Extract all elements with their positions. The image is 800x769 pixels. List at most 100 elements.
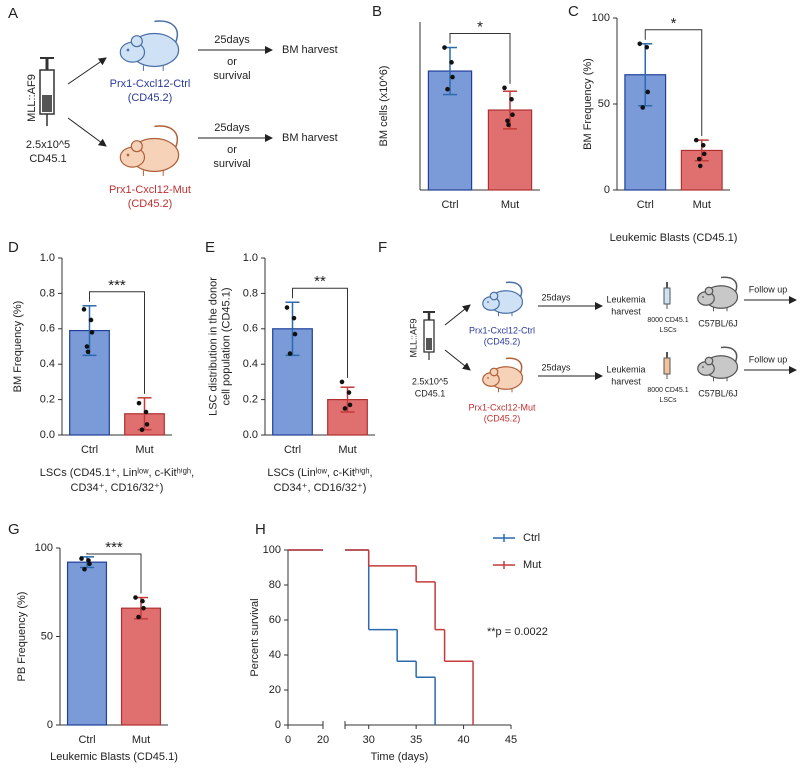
y-tick-label: 50 xyxy=(41,630,53,642)
panel-label: D xyxy=(8,239,19,256)
data-point xyxy=(140,598,145,604)
donor-label: CD45.1 xyxy=(415,388,446,398)
data-point xyxy=(81,307,87,312)
x-tick-label: Mut xyxy=(501,199,519,211)
x-tick-label: 45 xyxy=(505,734,517,746)
or-label: or xyxy=(227,144,237,156)
syringe-icon xyxy=(663,282,671,379)
y-axis-title: BM Frequency (%) xyxy=(12,301,24,393)
mouse-ear xyxy=(130,35,143,48)
x-axis-title: LSCs (CD45.1⁺, Linˡᵒʷ, c-Kitʰⁱᵍʰ, xyxy=(40,467,194,479)
alt-label: survival xyxy=(213,70,250,82)
y-axis-title: BM Frequency (%) xyxy=(582,58,594,150)
mouse-ear xyxy=(489,367,499,377)
survival-step xyxy=(443,629,474,663)
y-tick-label: 0.8 xyxy=(40,287,55,299)
data-point xyxy=(637,41,643,47)
significance-bracket xyxy=(644,29,703,137)
data-point xyxy=(82,566,87,572)
survival-step xyxy=(396,629,417,663)
step-label: Leukemia xyxy=(606,294,645,304)
x-tick-label: Mut xyxy=(132,734,150,746)
mouse-ear xyxy=(704,356,714,366)
syringe-icon xyxy=(423,311,435,360)
cells-label: 8000 CD45.1 xyxy=(647,317,688,324)
x-axis-title: Time (days) xyxy=(371,751,429,763)
data-point xyxy=(640,105,646,110)
y-tick-label: 0 xyxy=(604,184,610,196)
x-tick-label: Ctrl xyxy=(441,199,458,211)
survival-step xyxy=(367,550,398,631)
y-axis-title: BM cells (x10^6) xyxy=(378,66,390,147)
or-label: or xyxy=(227,56,237,68)
significance-bracket xyxy=(449,33,511,84)
cells-label: LSCs xyxy=(659,397,677,404)
mouse-ear xyxy=(130,140,143,153)
diagram-a: A MLL::AF9 2.5x10^5 CD45.1 Prx1-Cxcl12-C… xyxy=(8,5,338,210)
data-point xyxy=(697,163,703,169)
y-tick-label: 50 xyxy=(598,98,610,110)
annotation: **p = 0.0022 xyxy=(487,626,548,638)
panel-label: C xyxy=(568,3,579,20)
outcome-label: BM harvest xyxy=(282,132,338,144)
vector-label: MLL::AF9 xyxy=(408,318,418,357)
vector-label: MLL::AF9 xyxy=(26,74,38,122)
x-tick-label: Ctrl xyxy=(637,199,654,211)
mouse-icon xyxy=(119,125,180,176)
data-point xyxy=(645,89,651,95)
interval-label: 25days xyxy=(214,122,250,134)
panel-label: F xyxy=(378,239,387,256)
panel-label: E xyxy=(205,239,215,256)
data-point xyxy=(79,556,84,561)
y-tick-label: 0.2 xyxy=(243,394,258,406)
significance-label: *** xyxy=(108,277,126,294)
x-tick-label: Ctrl xyxy=(78,734,95,746)
cells-label: 8000 CD45.1 xyxy=(647,387,688,394)
y-tick-label: 40 xyxy=(269,649,281,661)
y-tick-label: 100 xyxy=(592,12,610,24)
x-tick-label: Mut xyxy=(135,444,153,456)
data-point xyxy=(136,400,142,406)
data-point xyxy=(133,595,138,600)
donor-label: CD45.1 xyxy=(29,153,66,165)
y-tick-label: 1.0 xyxy=(40,252,55,264)
interval-label: 25days xyxy=(214,34,250,46)
legend-label: Mut xyxy=(523,559,541,571)
y-tick-label: 0.6 xyxy=(40,323,55,335)
data-point xyxy=(89,330,95,335)
data-point xyxy=(502,85,507,91)
x-tick-label: Mut xyxy=(693,199,711,211)
arrow xyxy=(444,349,471,371)
dose-label: 2.5x10^5 xyxy=(412,376,448,386)
x-tick-label: 0 xyxy=(285,734,291,746)
step-label: harvest xyxy=(611,376,641,386)
mouse-ear xyxy=(489,291,499,301)
data-point xyxy=(442,45,447,50)
outcome-label: Follow up xyxy=(749,284,788,294)
significance-bracket xyxy=(86,552,142,594)
survival-step xyxy=(415,661,436,678)
bar xyxy=(66,561,108,726)
data-point xyxy=(506,122,511,128)
syringe-icon xyxy=(39,57,55,126)
data-point xyxy=(136,614,141,620)
y-tick-label: 0 xyxy=(275,719,281,731)
mouse-eye xyxy=(702,296,704,298)
data-point xyxy=(644,44,650,50)
survival-step xyxy=(434,581,445,631)
mouse-icon xyxy=(697,276,739,312)
y-tick-label: 0.8 xyxy=(243,287,258,299)
mouse-icon xyxy=(119,20,180,71)
y-tick-label: 0.0 xyxy=(40,429,55,441)
data-point xyxy=(346,390,352,395)
outcome-label: BM harvest xyxy=(282,44,338,56)
data-point xyxy=(342,406,348,411)
data-point xyxy=(450,74,455,80)
mouse-eye xyxy=(126,153,130,157)
data-point xyxy=(701,151,707,157)
panel-label: B xyxy=(372,3,382,20)
mouse-eye xyxy=(487,301,489,303)
y-tick-label: 0.2 xyxy=(40,394,55,406)
significance-bracket xyxy=(89,291,145,394)
data-point xyxy=(700,142,706,148)
